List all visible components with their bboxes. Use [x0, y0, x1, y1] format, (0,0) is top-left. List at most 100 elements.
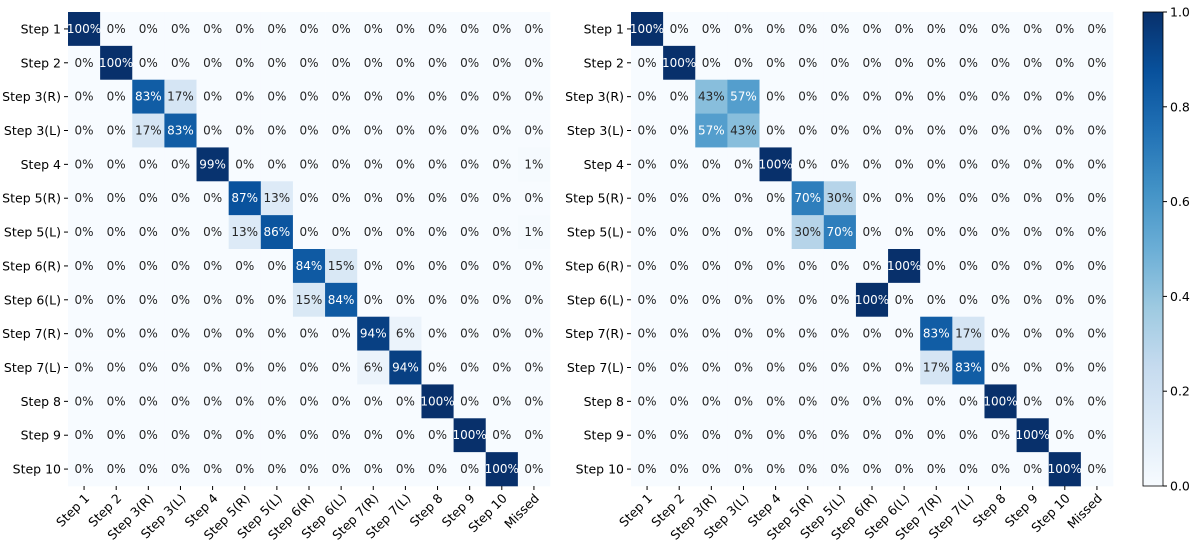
cell-value-label: 0%: [524, 428, 543, 442]
cell-value-label: 0%: [1023, 124, 1042, 138]
cell-value-label: 0%: [734, 259, 753, 273]
heatmap-cell: [485, 452, 519, 487]
heatmap-cell: [1048, 384, 1082, 419]
cell-value-label: 0%: [1087, 157, 1106, 171]
cell-value-label: 0%: [203, 327, 222, 341]
cell-value-label: 0%: [638, 124, 657, 138]
cell-value-label: 0%: [670, 428, 689, 442]
heatmap-cell: [791, 12, 825, 47]
heatmap-cell: [920, 12, 953, 47]
heatmap-cell: [389, 350, 422, 385]
heatmap-cell: [855, 215, 889, 250]
cell-value-label: 0%: [299, 394, 318, 408]
heatmap-cell: [663, 12, 696, 47]
heatmap-cell: [196, 79, 229, 114]
cell-value-label: 0%: [235, 428, 254, 442]
heatmap-cell: [695, 147, 728, 182]
cell-value-label: 0%: [1055, 428, 1074, 442]
cell-value-label: 1%: [524, 225, 543, 239]
heatmap-cell: [663, 181, 696, 216]
cell-value-label: 0%: [1087, 293, 1106, 307]
heatmap-cell: [663, 316, 696, 351]
heatmap-cell: [68, 249, 101, 284]
cell-value-label: 100%: [887, 259, 921, 273]
heatmap-panel-1: 100% 0% 0% 0% 0% 0% 0% 0% 0% 0% 0% 0% 0% 0% 0% 0% 100% 0%…: [2, 12, 551, 543]
cell-value-label: 0%: [895, 22, 914, 36]
cell-value-label: 0%: [171, 428, 190, 442]
heatmap-cell: [791, 350, 825, 385]
cell-value-label: 0%: [299, 327, 318, 341]
heatmap-cell: [485, 12, 519, 47]
heatmap-cell: [1080, 384, 1114, 419]
cell-value-label: 0%: [766, 428, 785, 442]
heatmap-cell: [68, 45, 101, 81]
heatmap-cell: [631, 282, 664, 318]
heatmap-cell: [68, 12, 101, 47]
heatmap-cell: [228, 350, 262, 385]
cell-value-label: 0%: [1055, 394, 1074, 408]
cell-value-label: 100%: [485, 462, 519, 476]
cell-value-label: 0%: [959, 22, 978, 36]
cell-value-label: 0%: [927, 157, 946, 171]
cell-value-label: 0%: [895, 361, 914, 375]
colorbar-gradient: [1142, 11, 1164, 487]
cell-value-label: 0%: [235, 293, 254, 307]
cell-value-label: 0%: [830, 394, 849, 408]
heatmap-cell: [727, 45, 760, 81]
heatmap-cell: [260, 79, 294, 114]
cell-value-label: 0%: [75, 124, 94, 138]
heatmap-cell: [663, 384, 696, 419]
heatmap-cell: [759, 45, 792, 81]
cell-value-label: 0%: [1087, 361, 1106, 375]
cell-value-label: 0%: [75, 225, 94, 239]
cell-value-label: 0%: [862, 157, 881, 171]
heatmap-cell: [132, 181, 165, 216]
heatmap-cell: [132, 113, 165, 148]
cell-value-label: 0%: [107, 428, 126, 442]
heatmap-cell: [759, 249, 792, 284]
cell-value-label: 0%: [638, 293, 657, 307]
heatmap-cell: [68, 350, 101, 385]
heatmap-cell: [952, 12, 985, 47]
heatmap-cell: [631, 45, 664, 81]
cell-value-label: 0%: [203, 225, 222, 239]
heatmap-cell: [952, 215, 985, 250]
heatmap-cell: [196, 418, 229, 453]
heatmap-cell: [325, 249, 358, 284]
heatmap-cell: [1016, 45, 1050, 81]
x-tick-label: Missed: [501, 491, 542, 532]
cell-value-label: 83%: [923, 327, 950, 341]
cell-value-label: 100%: [983, 394, 1017, 408]
cell-value-label: 0%: [991, 361, 1010, 375]
cell-value-label: 0%: [798, 90, 817, 104]
y-tick-label: Step 8: [584, 394, 624, 409]
heatmap-cell: [823, 316, 857, 351]
heatmap-cell: [1016, 316, 1050, 351]
y-tick-label: Step 3(L): [567, 123, 624, 138]
cell-value-label: 0%: [299, 22, 318, 36]
cell-value-label: 0%: [75, 90, 94, 104]
heatmap-cell: [631, 147, 664, 182]
cell-value-label: 0%: [332, 428, 351, 442]
cell-value-label: 0%: [959, 293, 978, 307]
cell-value-label: 0%: [895, 225, 914, 239]
heatmap-cell: [325, 282, 358, 318]
colorbar-tick-label: 0.8: [1170, 99, 1190, 114]
cell-value-label: 0%: [428, 191, 447, 205]
cell-value-label: 0%: [991, 56, 1010, 70]
cell-value-label: 0%: [299, 90, 318, 104]
heatmap-cell: [485, 79, 519, 114]
heatmap-cell: [695, 79, 728, 114]
cell-value-label: 0%: [171, 191, 190, 205]
cell-value-label: 0%: [492, 124, 511, 138]
heatmap-cell: [920, 384, 953, 419]
heatmap-cell: [759, 452, 792, 487]
y-tick-label: Step 5(R): [2, 191, 61, 206]
heatmap-cell: [1016, 147, 1050, 182]
heatmap-cell: [485, 316, 519, 351]
cell-value-label: 0%: [396, 157, 415, 171]
heatmap-cell: [196, 215, 229, 250]
heatmap-cell: [855, 12, 889, 47]
cell-value-label: 0%: [139, 157, 158, 171]
heatmap-cell: [228, 249, 262, 284]
